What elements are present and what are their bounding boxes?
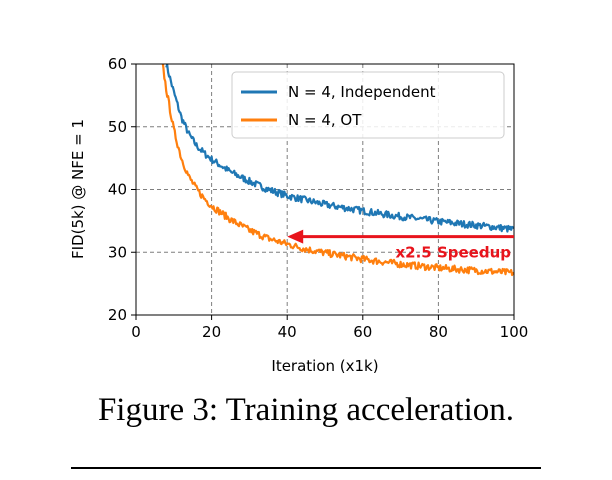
speedup-label: x2.5 Speedup: [395, 244, 511, 262]
speedup-annotation: x2.5 Speedup: [287, 229, 514, 262]
figure-caption: Figure 3: Training acceleration.: [97, 392, 515, 428]
y-tick-label: 30: [108, 243, 127, 261]
x-tick-label: 0: [131, 323, 141, 341]
legend-label: N = 4, Independent: [288, 83, 436, 101]
legend: N = 4, Independent N = 4, OT: [231, 71, 505, 139]
y-axis-label: FID(5k) @ NFE = 1: [69, 119, 87, 259]
y-tick-label: 50: [108, 118, 127, 136]
x-tick-label: 40: [278, 323, 297, 341]
series-lines: [161, 64, 514, 277]
caption-rule: [71, 467, 541, 469]
x-axis-label: Iteration (x1k): [271, 357, 378, 375]
x-tick-label: 20: [202, 323, 221, 341]
legend-label: N = 4, OT: [288, 111, 362, 129]
speedup-arrow-head: [287, 229, 304, 244]
series-line-independent: [165, 64, 514, 233]
x-tick-label: 60: [353, 323, 372, 341]
y-tick-label: 20: [108, 306, 127, 324]
legend-box: [231, 71, 505, 139]
y-tick-label: 40: [108, 181, 127, 199]
x-tick-label: 100: [500, 323, 529, 341]
y-tick-label: 60: [108, 55, 127, 73]
series-line-ot: [161, 64, 514, 277]
x-tick-label: 80: [429, 323, 448, 341]
